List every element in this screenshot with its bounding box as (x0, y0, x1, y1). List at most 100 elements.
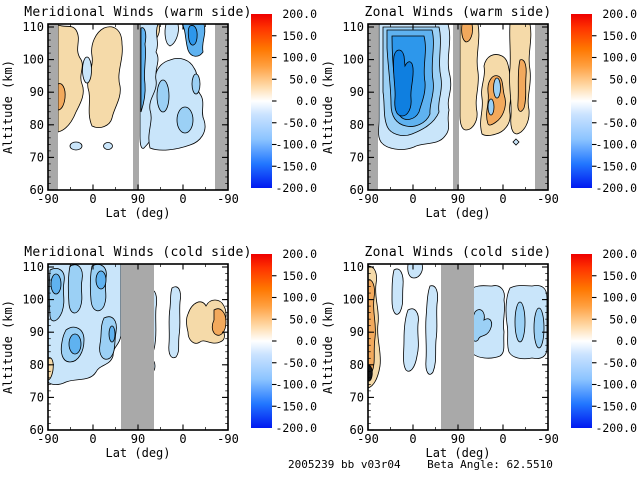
contour-region (156, 79, 170, 113)
panel-zonal-warm: Zonal Winds (warm side) Lat (deg) Altitu… (321, 5, 637, 220)
colorbar-tick-label: -150.0 (275, 159, 317, 173)
y-axis-label: Altitude (km) (321, 300, 335, 394)
y-tick-label: 100 (22, 293, 44, 307)
panel-meridional-warm: Meridional Winds (warm side) Lat (deg) A… (1, 5, 317, 220)
colorbar-tick-label: 0.0 (616, 94, 637, 108)
colorbar-tick-label: 150.0 (602, 29, 637, 43)
y-tick-label: 110 (342, 20, 364, 34)
panel-title: Zonal Winds (warm side) (365, 5, 552, 20)
colorbar-tick-label: -150.0 (595, 159, 637, 173)
x-axis-label: Lat (deg) (105, 446, 170, 460)
panel-zonal-cold: Zonal Winds (cold side) Lat (deg) Altitu… (321, 245, 637, 460)
x-axis-label: Lat (deg) (105, 206, 170, 220)
contour-regions (367, 263, 548, 389)
panel-title: Meridional Winds (cold side) (24, 245, 252, 260)
data-gap-band (121, 264, 154, 430)
x-tick-label: -90 (217, 192, 239, 206)
contour-region (69, 141, 83, 151)
y-tick-label: 110 (22, 20, 44, 34)
y-tick-label: 70 (30, 390, 44, 404)
colorbar-tick-label: 0.0 (296, 94, 317, 108)
y-tick-label: 80 (30, 358, 44, 372)
contour-region (57, 83, 66, 111)
x-tick-label: 90 (131, 192, 145, 206)
contour-region (407, 263, 423, 279)
x-tick-label: -90 (37, 192, 59, 206)
y-tick-label: 110 (342, 260, 364, 274)
colorbar-tick-label: -50.0 (282, 356, 317, 370)
contour-region (164, 23, 179, 47)
x-tick-label: 90 (451, 192, 465, 206)
contour-region (82, 56, 92, 84)
colorbar (251, 254, 272, 428)
data-gap-band (133, 24, 139, 190)
contour-region (95, 270, 107, 290)
y-tick-label: 60 (30, 183, 44, 197)
y-tick-label: 80 (350, 118, 364, 132)
colorbar-tick-label: 200.0 (602, 247, 637, 261)
colorbar-tick-label: 50.0 (609, 312, 637, 326)
colorbar-tick-label: 200.0 (282, 247, 317, 261)
panel-title: Zonal Winds (cold side) (365, 245, 552, 260)
x-tick-label: -90 (217, 432, 239, 446)
x-tick-label: -90 (37, 432, 59, 446)
x-tick-label: 0 (179, 192, 186, 206)
y-axis-label: Altitude (km) (1, 300, 15, 394)
y-tick-label: 60 (350, 183, 364, 197)
x-tick-label: 0 (499, 432, 506, 446)
x-tick-label: 0 (409, 192, 416, 206)
contour-region (176, 106, 194, 134)
contour-region (47, 357, 54, 381)
contour-region (211, 308, 227, 336)
contour-regions (57, 23, 206, 151)
colorbar-tick-label: -50.0 (602, 116, 637, 130)
footer-text: 2005239 bb v03r04 Beta Angle: 62.5510 (288, 458, 553, 471)
data-gap-band (441, 264, 474, 430)
contour-regions (378, 23, 532, 150)
y-tick-label: 70 (350, 150, 364, 164)
x-tick-label: -90 (537, 192, 559, 206)
contour-region (50, 273, 62, 295)
y-tick-label: 80 (350, 358, 364, 372)
contour-region (168, 286, 181, 359)
y-tick-label: 100 (22, 53, 44, 67)
colorbar-tick-label: -200.0 (595, 421, 637, 435)
colorbar-tick-label: -100.0 (275, 138, 317, 152)
colorbar-tick-label: 150.0 (282, 269, 317, 283)
x-tick-label: 0 (409, 432, 416, 446)
x-tick-label: 0 (499, 192, 506, 206)
colorbar-tick-label: -200.0 (275, 181, 317, 195)
x-tick-label: 0 (179, 432, 186, 446)
contour-region (393, 49, 414, 117)
colorbar-tick-label: -100.0 (595, 378, 637, 392)
data-gap-bands (48, 24, 228, 190)
x-axis-label: Lat (deg) (425, 446, 490, 460)
data-gap-band (453, 24, 459, 190)
colorbar-tick-label: 100.0 (282, 51, 317, 65)
data-gap-bands (441, 264, 474, 430)
y-tick-label: 100 (342, 53, 364, 67)
colorbar-tick-label: 50.0 (289, 72, 317, 86)
contour-region (512, 138, 520, 146)
x-tick-label: -90 (357, 192, 379, 206)
y-tick-label: 100 (342, 293, 364, 307)
x-tick-label: 90 (131, 432, 145, 446)
colorbar-tick-label: 50.0 (289, 312, 317, 326)
y-tick-label: 90 (30, 85, 44, 99)
contour-region (87, 26, 123, 128)
x-tick-label: 0 (89, 192, 96, 206)
contour-region (461, 23, 473, 43)
data-gap-band (368, 24, 378, 190)
data-gap-band (215, 24, 228, 190)
colorbar-tick-label: 200.0 (282, 7, 317, 21)
contour-region (391, 268, 404, 315)
contour-region (514, 301, 526, 343)
contour-region (459, 23, 480, 131)
panel-title: Meridional Winds (warm side) (24, 5, 252, 20)
colorbar-tick-label: 150.0 (602, 269, 637, 283)
y-tick-label: 60 (350, 423, 364, 437)
contour-region (517, 59, 527, 112)
contour-region (425, 285, 438, 375)
colorbar-tick-label: -200.0 (595, 181, 637, 195)
